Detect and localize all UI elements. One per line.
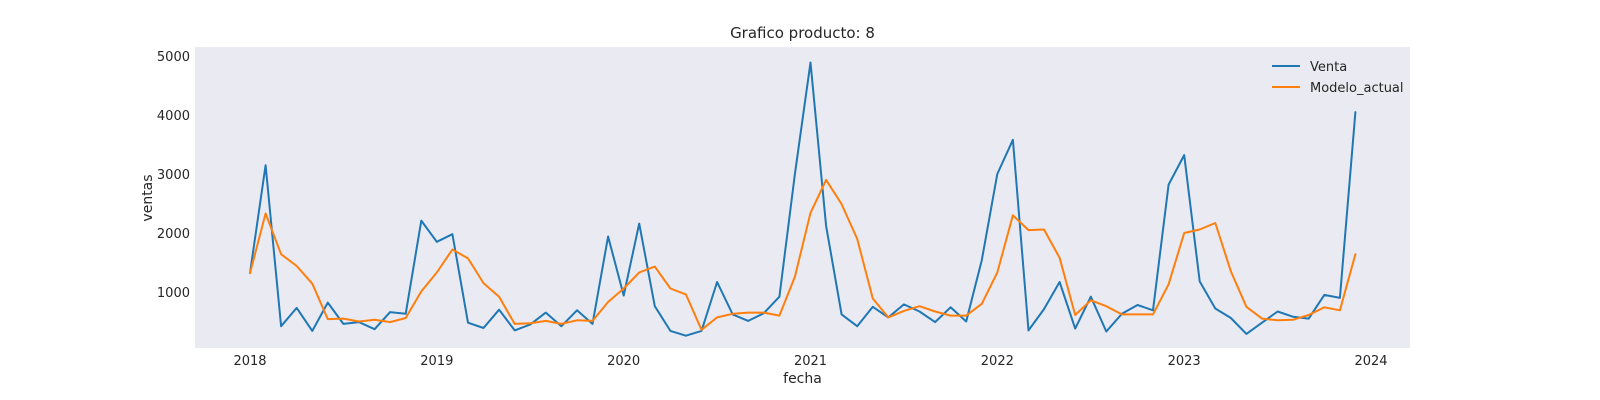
plot-area <box>195 47 1410 348</box>
series-line-venta <box>249 61 1357 337</box>
chart-title: Grafico producto: 8 <box>730 24 875 42</box>
x-tick-label: 2018 <box>233 354 266 369</box>
y-tick-label: 2000 <box>157 227 190 242</box>
x-axis-label: fecha <box>783 371 822 387</box>
series-lines <box>249 61 1357 337</box>
x-tick-label: 2022 <box>981 354 1014 369</box>
x-tick-label: 2020 <box>607 354 640 369</box>
x-axis-ticks: 2018 2019 2020 2021 2022 2023 2024 <box>233 354 1387 369</box>
y-tick-label: 4000 <box>157 109 190 124</box>
x-tick-label: 2021 <box>794 354 827 369</box>
y-tick-label: 3000 <box>157 168 190 183</box>
legend-label: Modelo_actual <box>1310 81 1404 96</box>
series-line-modelo-actual <box>249 178 1357 331</box>
y-axis-ticks: 1000 2000 3000 4000 5000 <box>157 50 190 301</box>
y-tick-label: 5000 <box>157 50 190 65</box>
x-tick-label: 2019 <box>420 354 453 369</box>
legend: Venta Modelo_actual <box>1272 60 1404 96</box>
y-tick-label: 1000 <box>157 286 190 301</box>
x-tick-label: 2023 <box>1168 354 1201 369</box>
legend-label: Venta <box>1310 60 1347 75</box>
y-axis-label: ventas <box>140 174 156 221</box>
x-tick-label: 2024 <box>1354 354 1387 369</box>
